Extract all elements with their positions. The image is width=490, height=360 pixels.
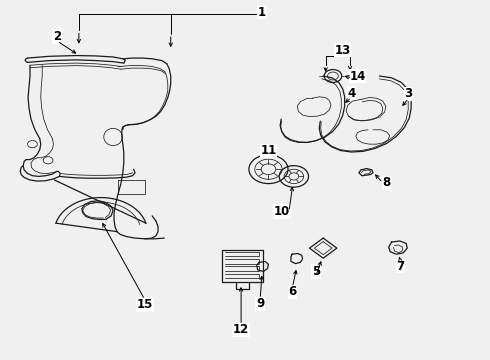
Text: 13: 13 <box>335 44 351 57</box>
Text: 12: 12 <box>233 323 249 336</box>
Text: 9: 9 <box>256 297 264 310</box>
Text: 7: 7 <box>396 260 404 273</box>
Text: 11: 11 <box>260 144 276 157</box>
Text: 4: 4 <box>347 87 356 100</box>
Text: 10: 10 <box>274 205 290 218</box>
Text: 6: 6 <box>288 285 296 298</box>
Text: 14: 14 <box>349 69 366 82</box>
Text: 2: 2 <box>53 30 61 43</box>
Text: 3: 3 <box>405 87 413 100</box>
Text: 8: 8 <box>383 176 391 189</box>
Text: 5: 5 <box>312 265 320 278</box>
Text: 15: 15 <box>137 298 153 311</box>
Text: 1: 1 <box>258 6 266 19</box>
